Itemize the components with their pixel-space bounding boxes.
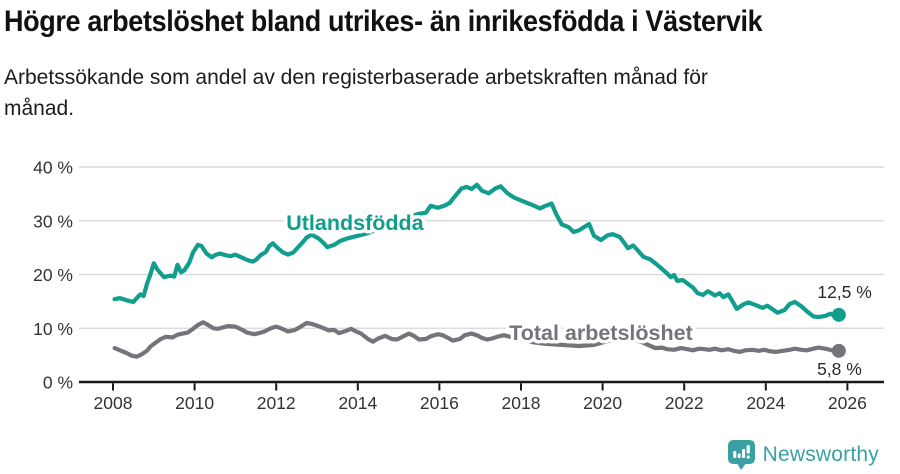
y-tick-label-30: 30 %: [33, 211, 73, 231]
x-tick-label-2016: 2016: [420, 393, 459, 413]
x-tick-label-2026: 2026: [828, 393, 867, 413]
brand-name: Newsworthy: [762, 443, 879, 466]
end-value-label-total-arbetsl-shet: 5,8 %: [817, 359, 862, 379]
end-value-label-utlandsf-dda: 12,5 %: [817, 282, 871, 302]
newsworthy-logo: Newsworthy: [727, 440, 879, 470]
series-end-dot-utlandsf-dda: [831, 307, 846, 322]
chart-subtitle: Arbetssökande som andel av den registerb…: [4, 62, 708, 124]
x-tick-label-2010: 2010: [175, 393, 214, 413]
y-tick-label-10: 10 %: [33, 319, 73, 339]
subtitle-line-2: månad.: [4, 97, 75, 120]
series-label-utlandsf-dda: Utlandsfödda: [286, 211, 424, 235]
y-tick-label-40: 40 %: [33, 158, 73, 178]
x-tick-label-2022: 2022: [665, 393, 704, 413]
series-end-dot-total-arbetsl-shet: [831, 343, 846, 358]
y-tick-label-0: 0 %: [43, 373, 73, 393]
x-tick-label-2012: 2012: [257, 393, 296, 413]
x-tick-label-2014: 2014: [338, 393, 377, 413]
page-title: Högre arbetslöshet bland utrikes- än inr…: [4, 5, 763, 38]
series-line-total-arbetsl-shet: [112, 320, 841, 359]
series-label-total-arbetsl-shet: Total arbetslöshet: [509, 321, 693, 345]
x-tick-label-2020: 2020: [583, 393, 622, 413]
newsworthy-icon: [727, 440, 755, 470]
series-line-utlandsf-dda: [112, 182, 841, 320]
y-tick-label-20: 20 %: [33, 265, 73, 285]
subtitle-line-1: Arbetssökande som andel av den registerb…: [4, 66, 708, 89]
x-tick-label-2008: 2008: [94, 393, 133, 413]
x-tick-label-2018: 2018: [502, 393, 541, 413]
x-tick-label-2024: 2024: [746, 393, 785, 413]
